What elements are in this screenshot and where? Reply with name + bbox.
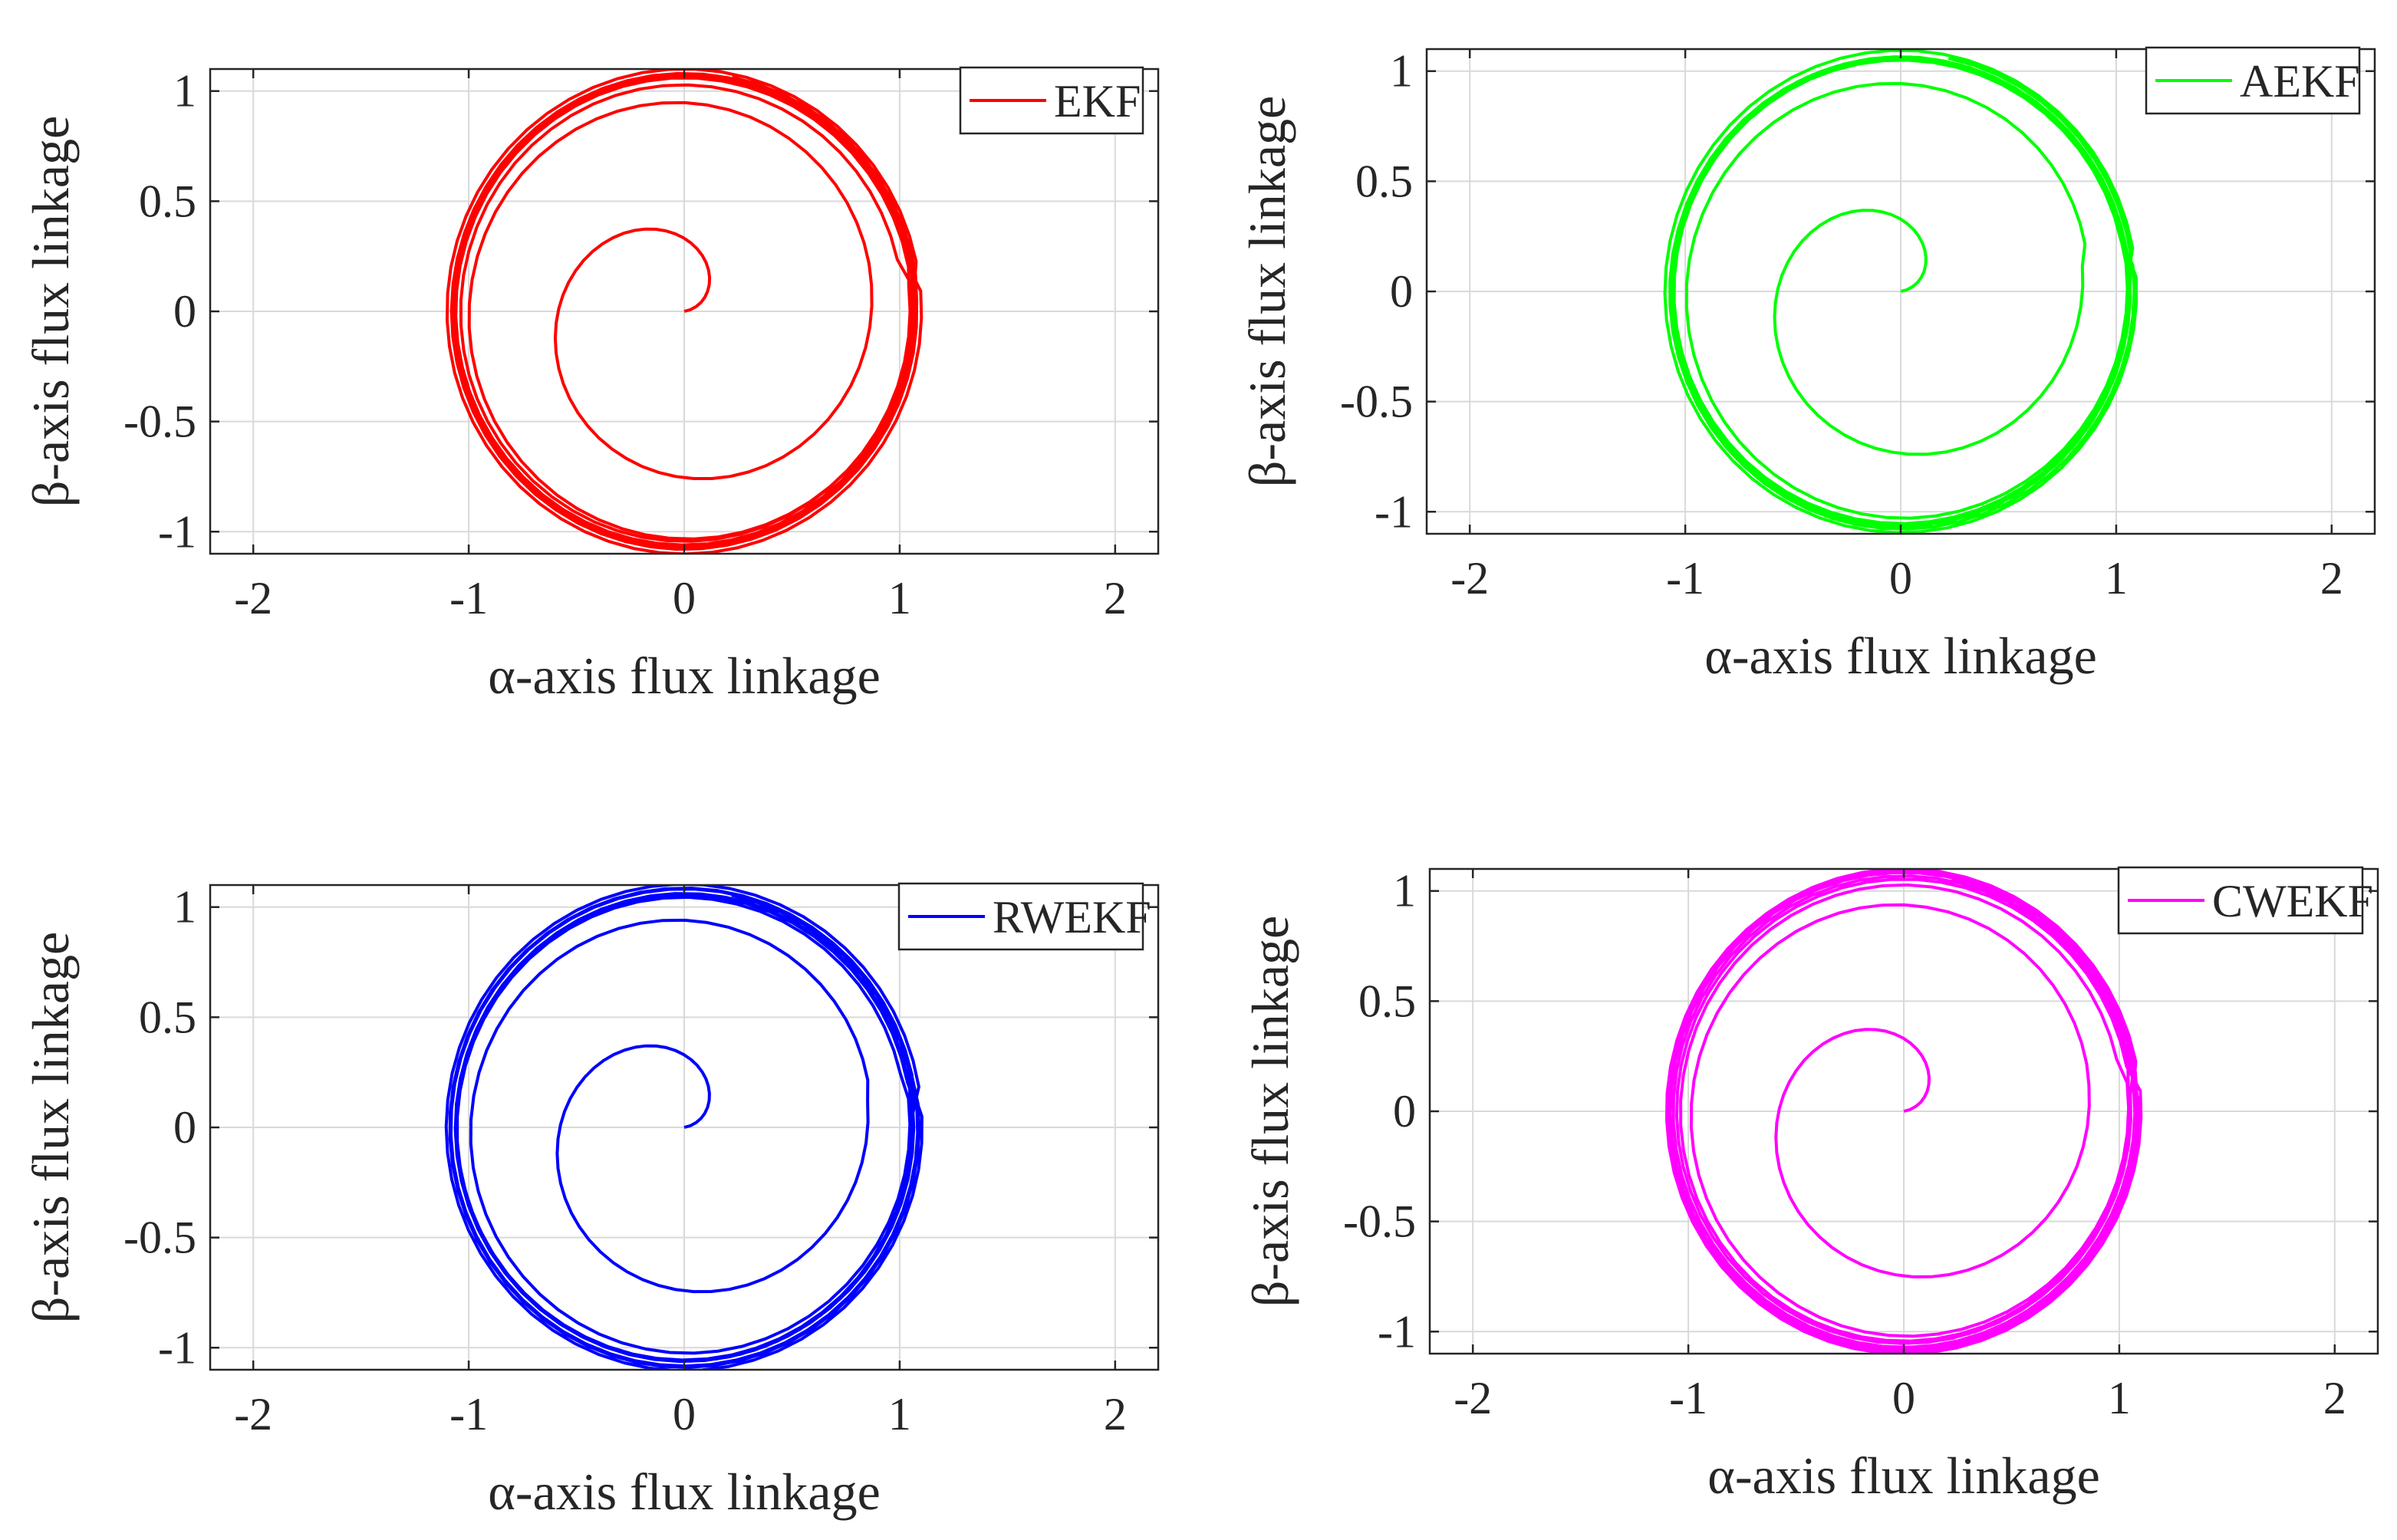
series-line-aekf — [1663, 49, 2139, 534]
x-tick-label: -1 — [1666, 553, 1704, 604]
y-tick-label: 0 — [173, 286, 196, 337]
x-tick-label: -2 — [1454, 1373, 1492, 1423]
y-tick-label: -1 — [1378, 1306, 1416, 1357]
x-tick-label: -1 — [449, 573, 488, 624]
legend-box — [2117, 866, 2364, 935]
legend: RWEKF — [897, 882, 1151, 951]
series-line-ekf — [445, 69, 924, 554]
y-tick-label: 0.5 — [139, 176, 196, 226]
x-tick-label: 0 — [673, 1389, 696, 1440]
x-tick-label: 2 — [1104, 1389, 1127, 1440]
legend-label: EKF — [1054, 76, 1141, 127]
x-tick-label: -1 — [1669, 1373, 1707, 1423]
legend-label: AEKF — [2240, 56, 2360, 107]
y-tick-label: 0 — [173, 1102, 196, 1153]
y-tick-label: -0.5 — [1340, 377, 1413, 427]
x-axis-label: α-axis flux linkage — [488, 1463, 881, 1521]
y-tick-label: -0.5 — [123, 1213, 196, 1263]
panel-bottom-left: -2 -1 0 1 2-1-0.500.51α-axis flux linkageβ-a… — [21, 882, 1160, 1521]
y-tick-label: 0.5 — [1358, 976, 1416, 1026]
x-tick-label: 1 — [888, 573, 911, 624]
y-tick-label: 0 — [1390, 266, 1413, 317]
y-tick-label: 0.5 — [1355, 156, 1413, 206]
legend-label: CWEKF — [2212, 876, 2373, 926]
y-axis-label: β-axis flux linkage — [21, 116, 80, 507]
y-tick-label: -0.5 — [1343, 1196, 1416, 1247]
x-tick-label: -1 — [449, 1389, 488, 1440]
y-tick-label: 1 — [173, 66, 196, 117]
y-tick-label: 1 — [1390, 46, 1413, 97]
x-tick-label: 2 — [2323, 1373, 2346, 1423]
y-axis-label: β-axis flux linkage — [1241, 916, 1299, 1307]
y-tick-label: 1 — [173, 882, 196, 933]
panel-top-right: -2 -1 0 1 2-1-0.500.51α-axis flux linkageβ-a… — [1238, 46, 2376, 685]
series-line-cwekf — [1664, 869, 2143, 1354]
y-tick-label: -1 — [158, 1322, 196, 1373]
series-line-rwekf — [444, 885, 924, 1370]
legend: CWEKF — [2117, 866, 2373, 935]
x-tick-label: 0 — [673, 573, 696, 624]
x-tick-label: 0 — [1892, 1373, 1915, 1423]
y-tick-label: -0.5 — [123, 397, 196, 447]
y-tick-label: 0.5 — [139, 992, 196, 1042]
x-tick-label: 2 — [2320, 553, 2343, 604]
legend: EKF — [959, 66, 1144, 135]
x-tick-label: 2 — [1104, 573, 1127, 624]
x-tick-label: 1 — [2108, 1373, 2131, 1423]
x-tick-label: 0 — [1889, 553, 1912, 604]
x-tick-label: -2 — [234, 1389, 272, 1440]
x-tick-label: -2 — [1450, 553, 1489, 604]
panel-top-left: -2 -1 0 1 2-1-0.500.51α-axis flux linkageβ-a… — [21, 66, 1160, 705]
x-tick-label: -2 — [234, 573, 272, 624]
y-axis-label: β-axis flux linkage — [1238, 96, 1296, 487]
x-tick-label: 1 — [888, 1389, 911, 1440]
legend-label: RWEKF — [993, 892, 1151, 943]
x-axis-label: α-axis flux linkage — [1704, 627, 2097, 685]
legend-box — [959, 66, 1144, 135]
x-axis-label: α-axis flux linkage — [1707, 1446, 2100, 1505]
y-tick-label: 0 — [1393, 1086, 1416, 1137]
legend: AEKF — [2145, 46, 2361, 115]
x-tick-label: 1 — [2105, 553, 2128, 604]
x-axis-label: α-axis flux linkage — [488, 647, 881, 705]
y-tick-label: -1 — [158, 506, 196, 557]
y-tick-label: -1 — [1375, 486, 1413, 537]
y-tick-label: 1 — [1393, 866, 1416, 916]
y-axis-label: β-axis flux linkage — [21, 932, 80, 1323]
panel-bottom-right: -2 -1 0 1 2-1-0.500.51α-axis flux linkageβ-a… — [1241, 866, 2379, 1505]
